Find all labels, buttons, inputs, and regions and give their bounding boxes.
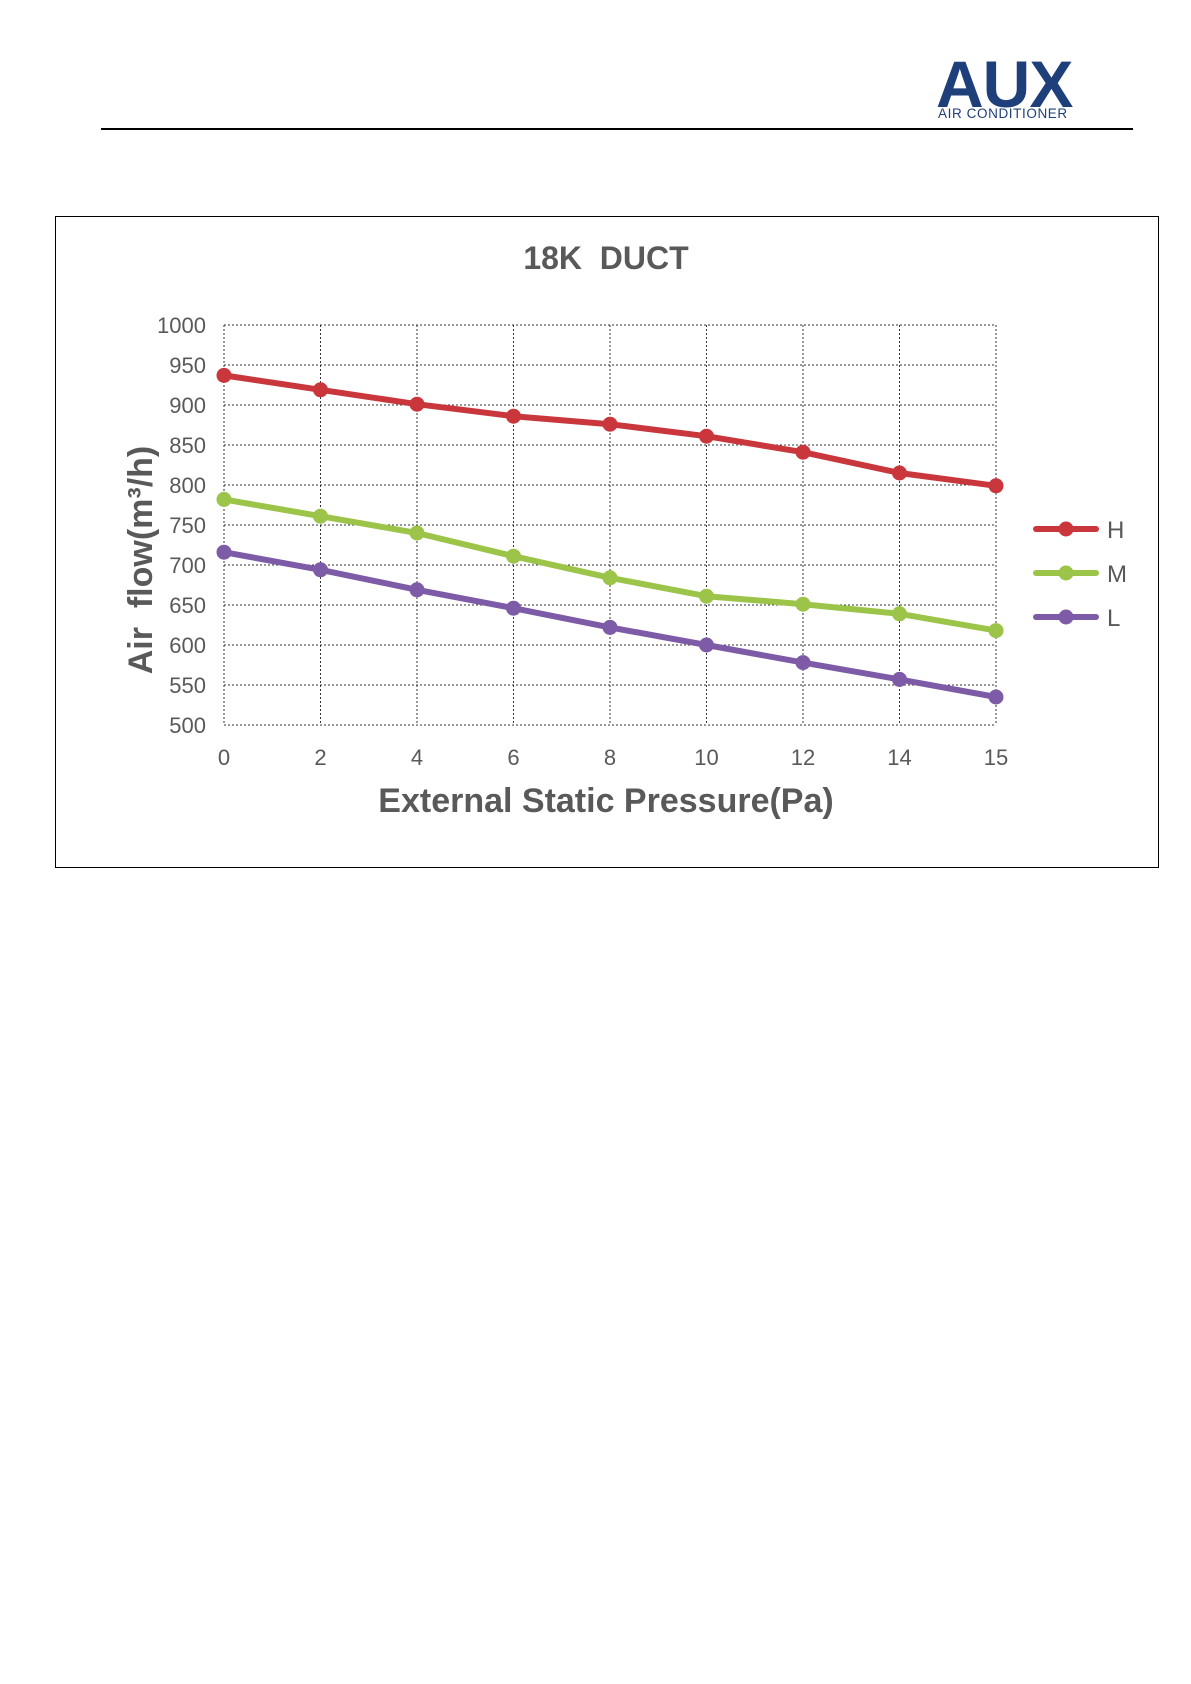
data-point-l	[506, 600, 521, 616]
data-point-h	[892, 465, 907, 481]
data-point-m	[795, 596, 811, 612]
data-point-h	[795, 444, 811, 460]
x-tick-label: 8	[604, 745, 616, 770]
chart-legend: HML	[1033, 517, 1127, 632]
series-lines	[216, 367, 1004, 705]
data-point-h	[988, 478, 1004, 494]
data-point-h	[313, 382, 328, 398]
x-tick-label: 4	[411, 745, 423, 770]
legend-label-h: H	[1107, 517, 1124, 544]
data-point-h	[409, 396, 425, 412]
x-tick-label: 14	[887, 745, 911, 770]
data-point-l	[409, 582, 425, 598]
grid-lines	[223, 324, 997, 726]
legend-marker-l	[1058, 609, 1074, 625]
data-point-m	[892, 606, 907, 622]
y-axis-ticks: 500 550 600 650 700 750 800 850 900 950 1000	[157, 313, 206, 738]
logo-subtitle: AIR CONDITIONER	[938, 106, 1068, 121]
data-point-l	[602, 619, 618, 635]
chart-title: 18K DUCT	[523, 240, 689, 276]
x-tick-label: 6	[507, 745, 519, 770]
data-point-m	[988, 623, 1004, 639]
y-tick-label: 850	[169, 433, 206, 458]
data-point-m	[602, 570, 618, 586]
x-tick-label: 12	[791, 745, 815, 770]
y-tick-label: 700	[169, 553, 206, 578]
x-tick-label: 10	[694, 745, 718, 770]
y-tick-label: 900	[169, 393, 206, 418]
logo-wordmark: AUX	[936, 47, 1073, 121]
airflow-chart: 18K DUCT 500 550 600 650 700 750 800 850 900 950 1…	[122, 240, 1127, 820]
legend-label-l: L	[1107, 605, 1120, 632]
legend-marker-m	[1058, 565, 1074, 581]
y-tick-label: 650	[169, 593, 206, 618]
data-point-h	[216, 367, 232, 383]
y-tick-label: 500	[169, 713, 206, 738]
data-point-l	[216, 544, 232, 560]
x-axis-ticks: 0 2 4 6 8 10 12 14 15	[218, 745, 1008, 770]
x-tick-label: 15	[984, 745, 1008, 770]
legend-marker-h	[1058, 521, 1074, 537]
data-point-l	[795, 655, 811, 671]
data-point-l	[313, 562, 328, 578]
y-tick-label: 600	[169, 633, 206, 658]
data-point-h	[699, 428, 714, 444]
chart-frame: 18K DUCT 500 550 600 650 700 750 800 850 900 950 1…	[55, 216, 1159, 868]
header-divider	[101, 128, 1133, 130]
data-point-m	[506, 548, 521, 564]
y-tick-label: 800	[169, 473, 206, 498]
y-tick-label: 1000	[157, 313, 206, 338]
data-point-l	[988, 689, 1004, 705]
data-point-l	[699, 637, 714, 653]
aux-logo: AUX AIR CONDITIONER	[936, 47, 1136, 126]
legend-label-m: M	[1107, 561, 1127, 588]
data-point-h	[506, 408, 521, 424]
data-point-m	[313, 508, 328, 524]
data-point-h	[602, 416, 618, 432]
y-tick-label: 550	[169, 673, 206, 698]
data-point-m	[409, 525, 425, 541]
data-point-m	[699, 588, 714, 604]
x-tick-label: 2	[314, 745, 326, 770]
data-point-m	[216, 491, 232, 507]
data-point-l	[892, 671, 907, 687]
y-axis-label: Air flow(m³/h)	[122, 446, 160, 675]
x-tick-label: 0	[218, 745, 230, 770]
y-tick-label: 750	[169, 513, 206, 538]
x-axis-label: External Static Pressure(Pa)	[378, 782, 833, 820]
y-tick-label: 950	[169, 353, 206, 378]
